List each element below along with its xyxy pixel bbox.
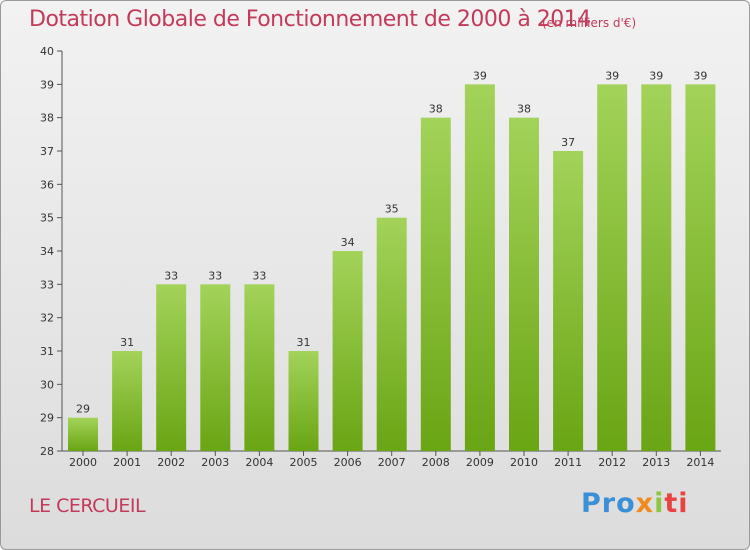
bar-value-label: 39 xyxy=(649,69,663,82)
bar-value-label: 35 xyxy=(385,203,399,216)
y-tick-label: 30 xyxy=(40,378,54,391)
x-tick-label: 2006 xyxy=(334,456,362,469)
y-tick-label: 37 xyxy=(40,145,54,158)
x-tick-label: 2011 xyxy=(554,456,582,469)
chart-unit-label: (en milliers d'€) xyxy=(542,16,637,30)
x-tick-label: 2014 xyxy=(686,456,714,469)
x-tick-label: 2003 xyxy=(201,456,229,469)
x-tick-label: 2005 xyxy=(290,456,318,469)
y-tick-label: 34 xyxy=(40,245,54,258)
bar xyxy=(685,84,716,451)
bar xyxy=(420,117,451,452)
y-tick-label: 35 xyxy=(40,212,54,225)
x-tick-label: 2012 xyxy=(598,456,626,469)
bar xyxy=(376,217,407,451)
bar-value-label: 31 xyxy=(297,336,311,349)
x-tick-label: 2002 xyxy=(157,456,185,469)
bar xyxy=(288,351,319,451)
logo-part: i xyxy=(654,488,665,519)
bar xyxy=(332,251,363,451)
commune-name: LE CERCUEIL xyxy=(29,495,146,517)
bar-value-label: 37 xyxy=(561,136,575,149)
y-tick-label: 29 xyxy=(40,412,54,425)
x-tick-label: 2000 xyxy=(69,456,97,469)
bar xyxy=(553,151,584,451)
bar-value-label: 39 xyxy=(605,69,619,82)
bar xyxy=(156,284,187,451)
bar-value-label: 33 xyxy=(164,269,178,282)
proxiti-logo[interactable]: Proxiti xyxy=(581,488,689,519)
logo-part: x xyxy=(635,488,655,519)
y-tick-label: 32 xyxy=(40,312,54,325)
bar-value-label: 33 xyxy=(208,269,222,282)
bar xyxy=(597,84,628,451)
y-tick-label: 33 xyxy=(40,278,54,291)
logo-part: ti xyxy=(664,488,689,519)
bar xyxy=(641,84,672,451)
y-tick-label: 40 xyxy=(40,45,54,58)
bar xyxy=(200,284,231,451)
x-tick-label: 2010 xyxy=(510,456,538,469)
y-tick-label: 31 xyxy=(40,345,54,358)
bar xyxy=(68,417,98,451)
y-tick-label: 28 xyxy=(40,445,54,458)
bar-value-label: 29 xyxy=(76,403,90,416)
bar-value-label: 31 xyxy=(120,336,134,349)
bar-value-label: 39 xyxy=(693,69,707,82)
y-tick-label: 38 xyxy=(40,112,54,125)
x-tick-label: 2007 xyxy=(378,456,406,469)
x-tick-label: 2004 xyxy=(245,456,273,469)
bar-value-label: 38 xyxy=(429,103,443,116)
x-tick-label: 2013 xyxy=(642,456,670,469)
y-tick-label: 36 xyxy=(40,178,54,191)
y-tick-label: 39 xyxy=(40,78,54,91)
bar xyxy=(244,284,275,451)
bar-value-label: 33 xyxy=(252,269,266,282)
bar xyxy=(112,351,143,451)
bar-value-label: 38 xyxy=(517,103,531,116)
bar xyxy=(509,117,539,452)
x-tick-label: 2009 xyxy=(466,456,494,469)
x-tick-label: 2001 xyxy=(113,456,141,469)
bar-value-label: 34 xyxy=(341,236,355,249)
chart-title: Dotation Globale de Fonctionnement de 20… xyxy=(29,7,591,32)
x-tick-label: 2008 xyxy=(422,456,450,469)
bar xyxy=(464,84,495,451)
bar-value-label: 39 xyxy=(473,69,487,82)
logo-part: Pro xyxy=(581,488,636,519)
